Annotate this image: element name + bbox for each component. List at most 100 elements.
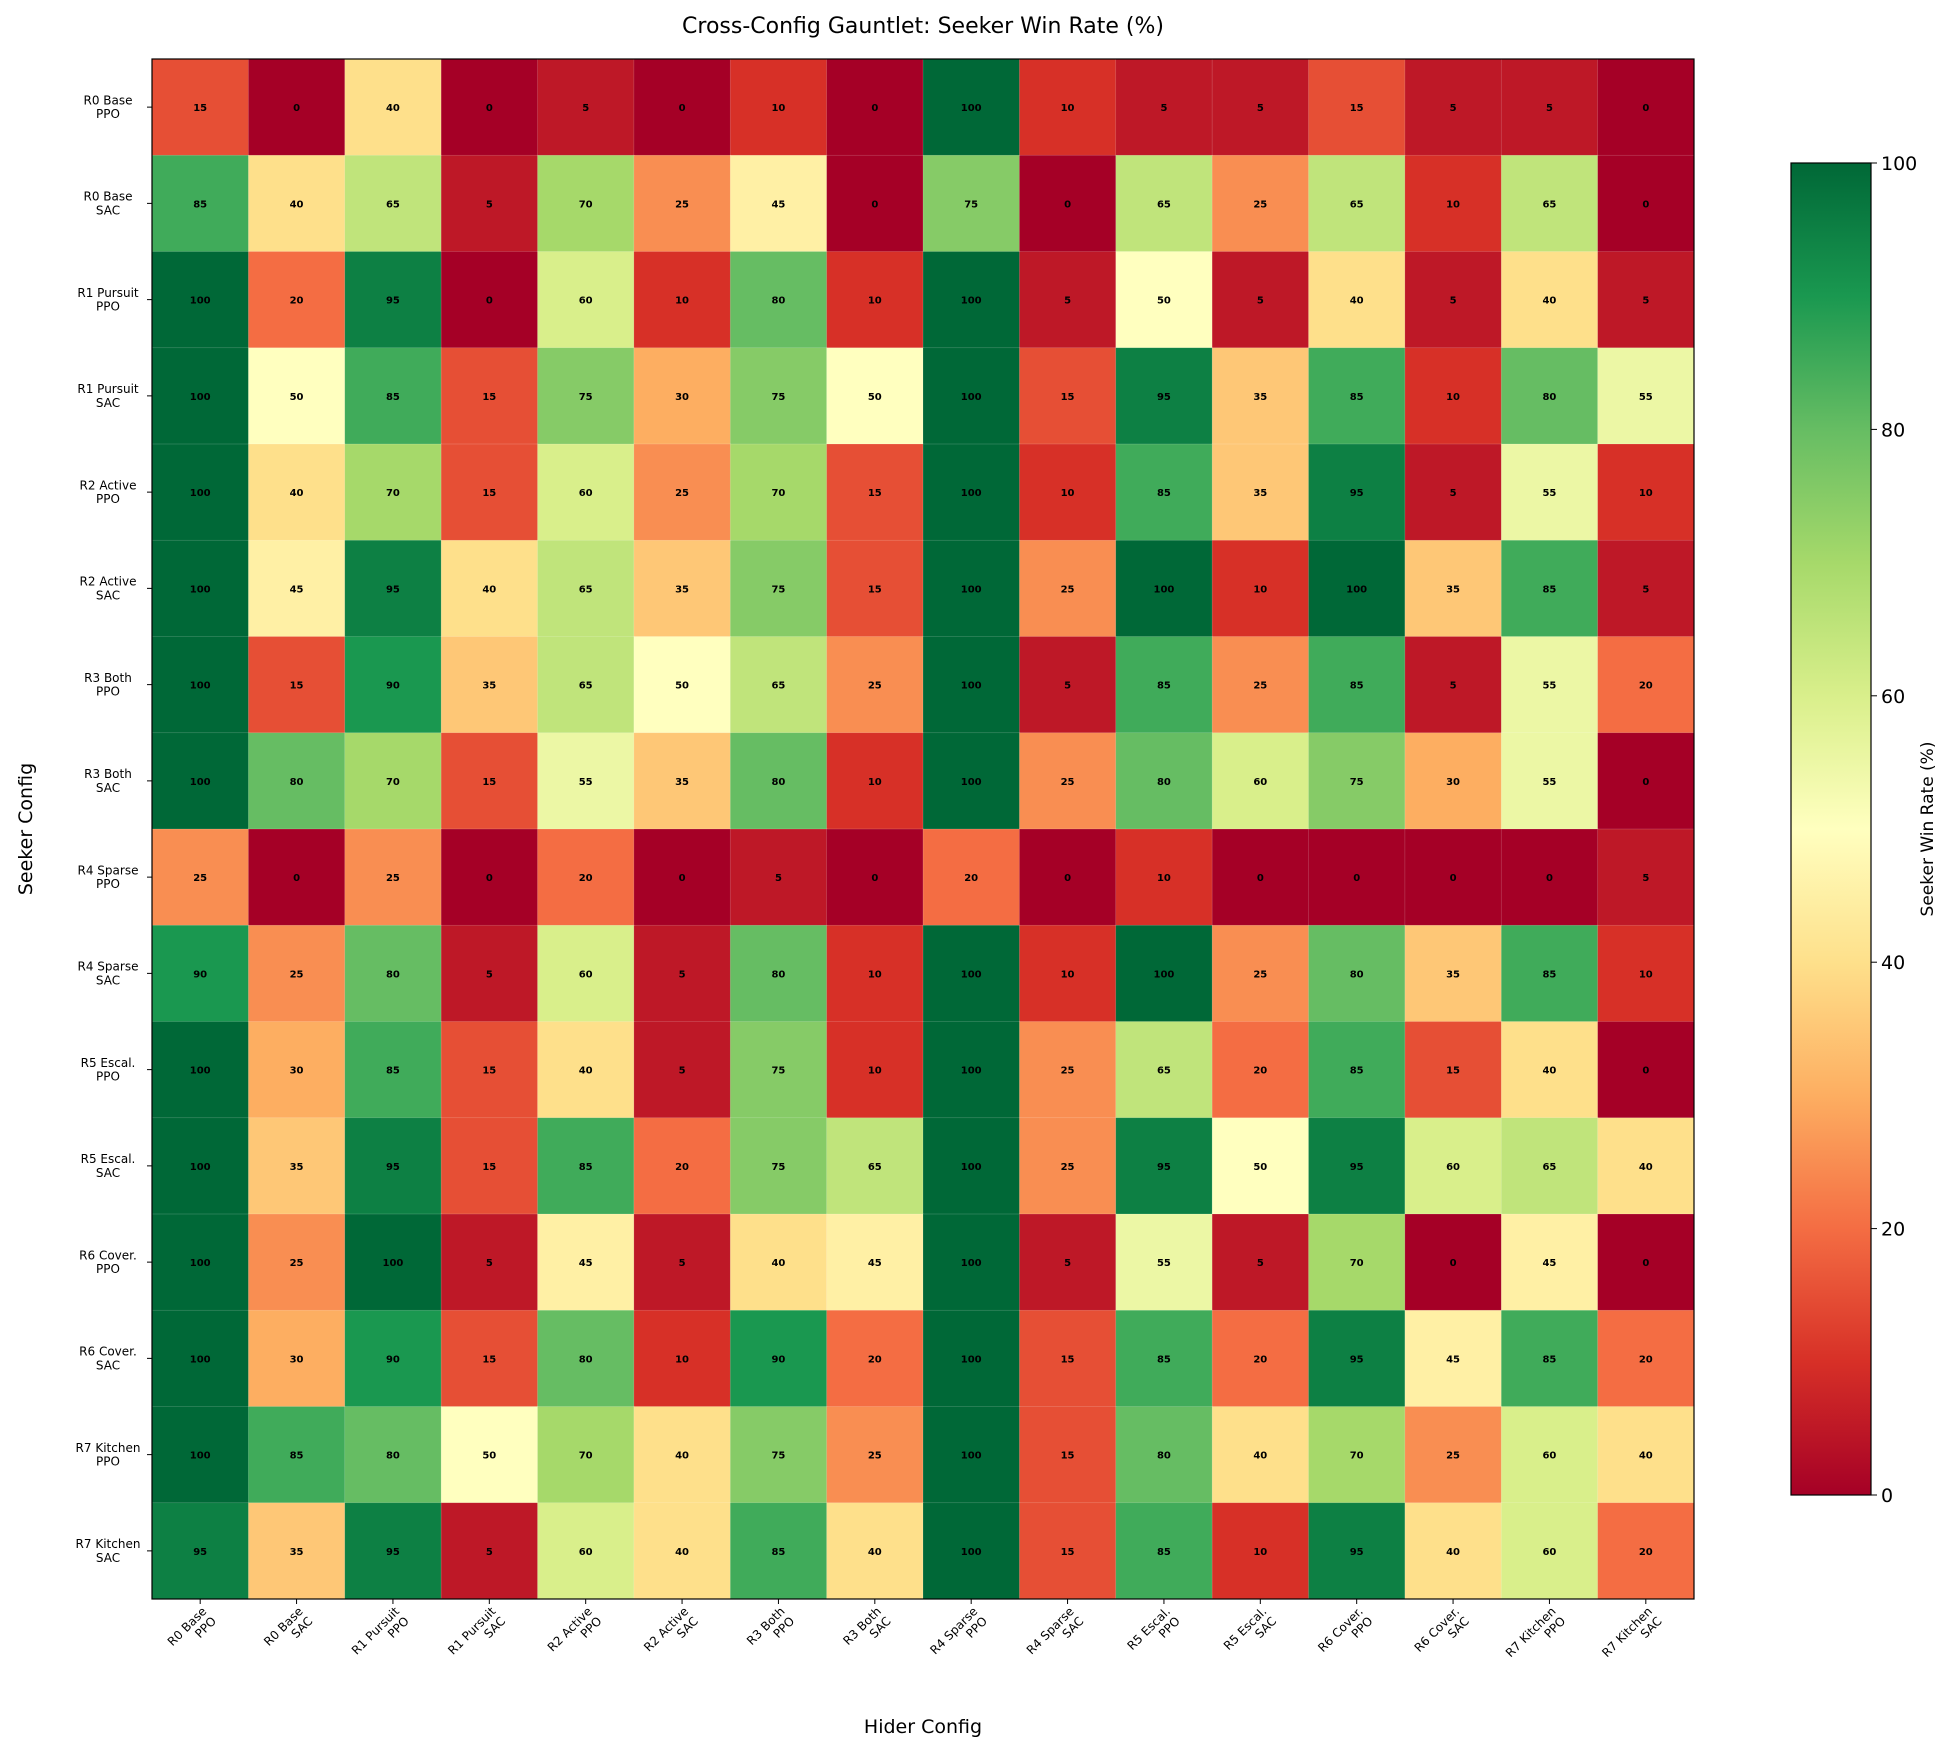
cell-label: 25: [675, 199, 689, 210]
heatmap-cell: [1500, 1502, 1599, 1600]
heatmap-cell: [151, 1502, 250, 1600]
cell-label: 100: [961, 1451, 982, 1462]
cell-label: 80: [1350, 969, 1364, 980]
heatmap-cell: [151, 924, 250, 1023]
cell-label: 100: [190, 584, 211, 595]
cell-label: 10: [1061, 103, 1075, 114]
cell-label: 25: [868, 681, 882, 692]
heatmap-cell: [344, 154, 442, 253]
heatmap-cell: [1115, 154, 1213, 253]
heatmap-cell: [1019, 828, 1117, 927]
y-tick-label: R3 Both PPO: [84, 671, 132, 699]
heatmap-cell: [1115, 1117, 1213, 1215]
heatmap-cell: [1115, 1406, 1213, 1504]
cell-label: 15: [868, 584, 882, 595]
cell-label: 20: [1639, 681, 1653, 692]
cell-label: 85: [1350, 681, 1364, 692]
cell-label: 5: [1450, 488, 1457, 499]
y-tick-label: R6 Cover. PPO: [79, 1248, 137, 1276]
cell-label: 100: [961, 969, 982, 980]
y-tick-label: R7 Kitchen SAC: [76, 1537, 141, 1565]
cell-label: 20: [675, 1162, 689, 1173]
cell-label: 10: [1639, 488, 1653, 499]
heatmap-cell: [1019, 539, 1117, 638]
cell-label: 25: [290, 1258, 304, 1269]
cell-label: 10: [868, 296, 882, 307]
heatmap-cell: [151, 732, 250, 830]
heatmap-cell: [826, 1021, 924, 1119]
cell-label: 100: [190, 777, 211, 788]
cell-label: 85: [1542, 584, 1556, 595]
cell-label: 20: [579, 873, 593, 884]
heatmap-cell: [1115, 443, 1213, 542]
cell-label: 15: [193, 103, 207, 114]
x-tick-group: R0 BasePPO: [165, 1604, 219, 1649]
heatmap-cell: [1211, 924, 1310, 1023]
heatmap-cell: [729, 347, 828, 445]
cell-label: 10: [1446, 392, 1460, 403]
cell-label: 0: [871, 199, 878, 210]
heatmap-cell: [1115, 539, 1213, 638]
heatmap-cell: [922, 828, 1021, 927]
cell-label: 0: [486, 296, 493, 307]
cell-label: 65: [1350, 199, 1364, 210]
cell-label: 0: [679, 873, 686, 884]
cell-label: 5: [486, 199, 493, 210]
heatmap-cell: [633, 539, 732, 638]
heatmap-cell: [537, 924, 635, 1023]
cell-label: 85: [1157, 1547, 1171, 1558]
cell-label: 35: [675, 777, 689, 788]
cell-label: 40: [675, 1547, 689, 1558]
heatmap-cell: [248, 251, 346, 349]
heatmap-cell: [1500, 1309, 1599, 1408]
heatmap-cell: [1019, 251, 1117, 349]
cell-label: 100: [1154, 584, 1175, 595]
cell-label: 60: [579, 969, 593, 980]
heatmap-cell: [633, 251, 732, 349]
heatmap-cell: [729, 1117, 828, 1215]
heatmap-cell: [1019, 443, 1117, 542]
cell-label: 25: [1253, 681, 1267, 692]
heatmap-cell: [1597, 828, 1695, 927]
cell-label: 75: [771, 1066, 785, 1077]
heatmap-cell: [826, 443, 924, 542]
cell-label: 5: [1642, 296, 1649, 307]
x-tick-label: R5 Escal.PPO: [1124, 1604, 1182, 1662]
cell-label: 95: [386, 296, 400, 307]
heatmap-cell: [248, 732, 346, 830]
cell-label: 80: [771, 777, 785, 788]
cell-label: 40: [1350, 296, 1364, 307]
heatmap-cell: [537, 154, 635, 253]
heatmap-cell: [1308, 1117, 1406, 1215]
heatmap-cell: [633, 347, 732, 445]
cell-label: 85: [1542, 1354, 1556, 1365]
heatmap-cell: [1019, 636, 1117, 734]
heatmap-cell: [729, 1406, 828, 1504]
cell-label: 80: [386, 1451, 400, 1462]
heatmap-cell: [729, 443, 828, 542]
cell-label: 25: [1061, 584, 1075, 595]
heatmap-cell: [344, 1406, 442, 1504]
heatmap-cell: [344, 251, 442, 349]
heatmap-cell: [1211, 1309, 1310, 1408]
heatmap-cell: [248, 539, 346, 638]
cell-label: 85: [386, 392, 400, 403]
colorbar-label: Seeker Win Rate (%): [1918, 742, 1938, 917]
cell-label: 55: [579, 777, 593, 788]
heatmap-cell: [1211, 636, 1310, 734]
heatmap-cell: [344, 636, 442, 734]
heatmap-cell: [440, 154, 539, 253]
cell-label: 10: [868, 969, 882, 980]
heatmap-cell: [537, 1213, 635, 1312]
cell-label: 15: [1446, 1066, 1460, 1077]
cell-label: 20: [1253, 1066, 1267, 1077]
cell-label: 100: [1346, 584, 1367, 595]
heatmap-cell: [1597, 251, 1695, 349]
heatmap-cell: [1308, 251, 1406, 349]
heatmap-cell: [1500, 1213, 1599, 1312]
heatmap-cell: [1115, 347, 1213, 445]
cell-label: 55: [1542, 777, 1556, 788]
cell-label: 45: [1542, 1258, 1556, 1269]
colorbar: [1790, 162, 1872, 1496]
x-tick-group: R1 PursuitPPO: [349, 1604, 412, 1657]
